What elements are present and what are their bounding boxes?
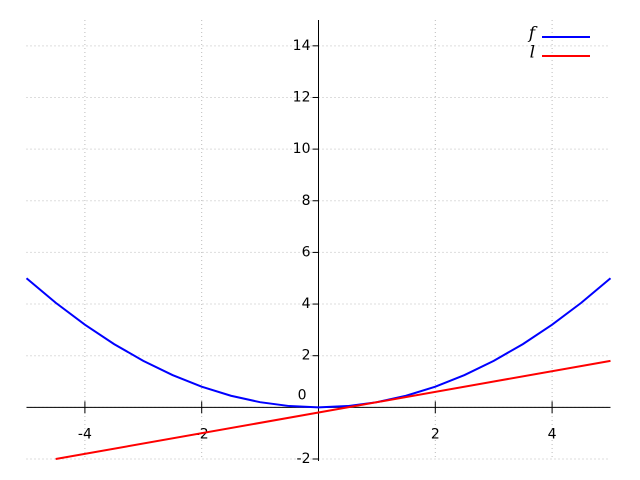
x-tick-label: -2 [195,426,209,442]
y-tick-label: 2 [302,348,311,364]
legend-label: l [530,43,535,63]
x-tick-label: 2 [431,426,440,442]
y-tick-label: -2 [297,451,311,467]
line [25,277,612,409]
y-tick-label: 4 [302,296,311,312]
y-tick-label: 6 [302,244,311,260]
legend-label: f [527,24,538,44]
x-tick-label: 4 [548,426,557,442]
y-tick-label: 12 [293,89,311,105]
line [55,359,611,460]
y-tick-label: 10 [293,141,311,157]
y-tick-label: 8 [302,193,311,209]
y-tick-label: 14 [293,38,311,54]
y-tick-label: 0 [298,387,307,403]
x-tick-label: -4 [78,426,92,442]
